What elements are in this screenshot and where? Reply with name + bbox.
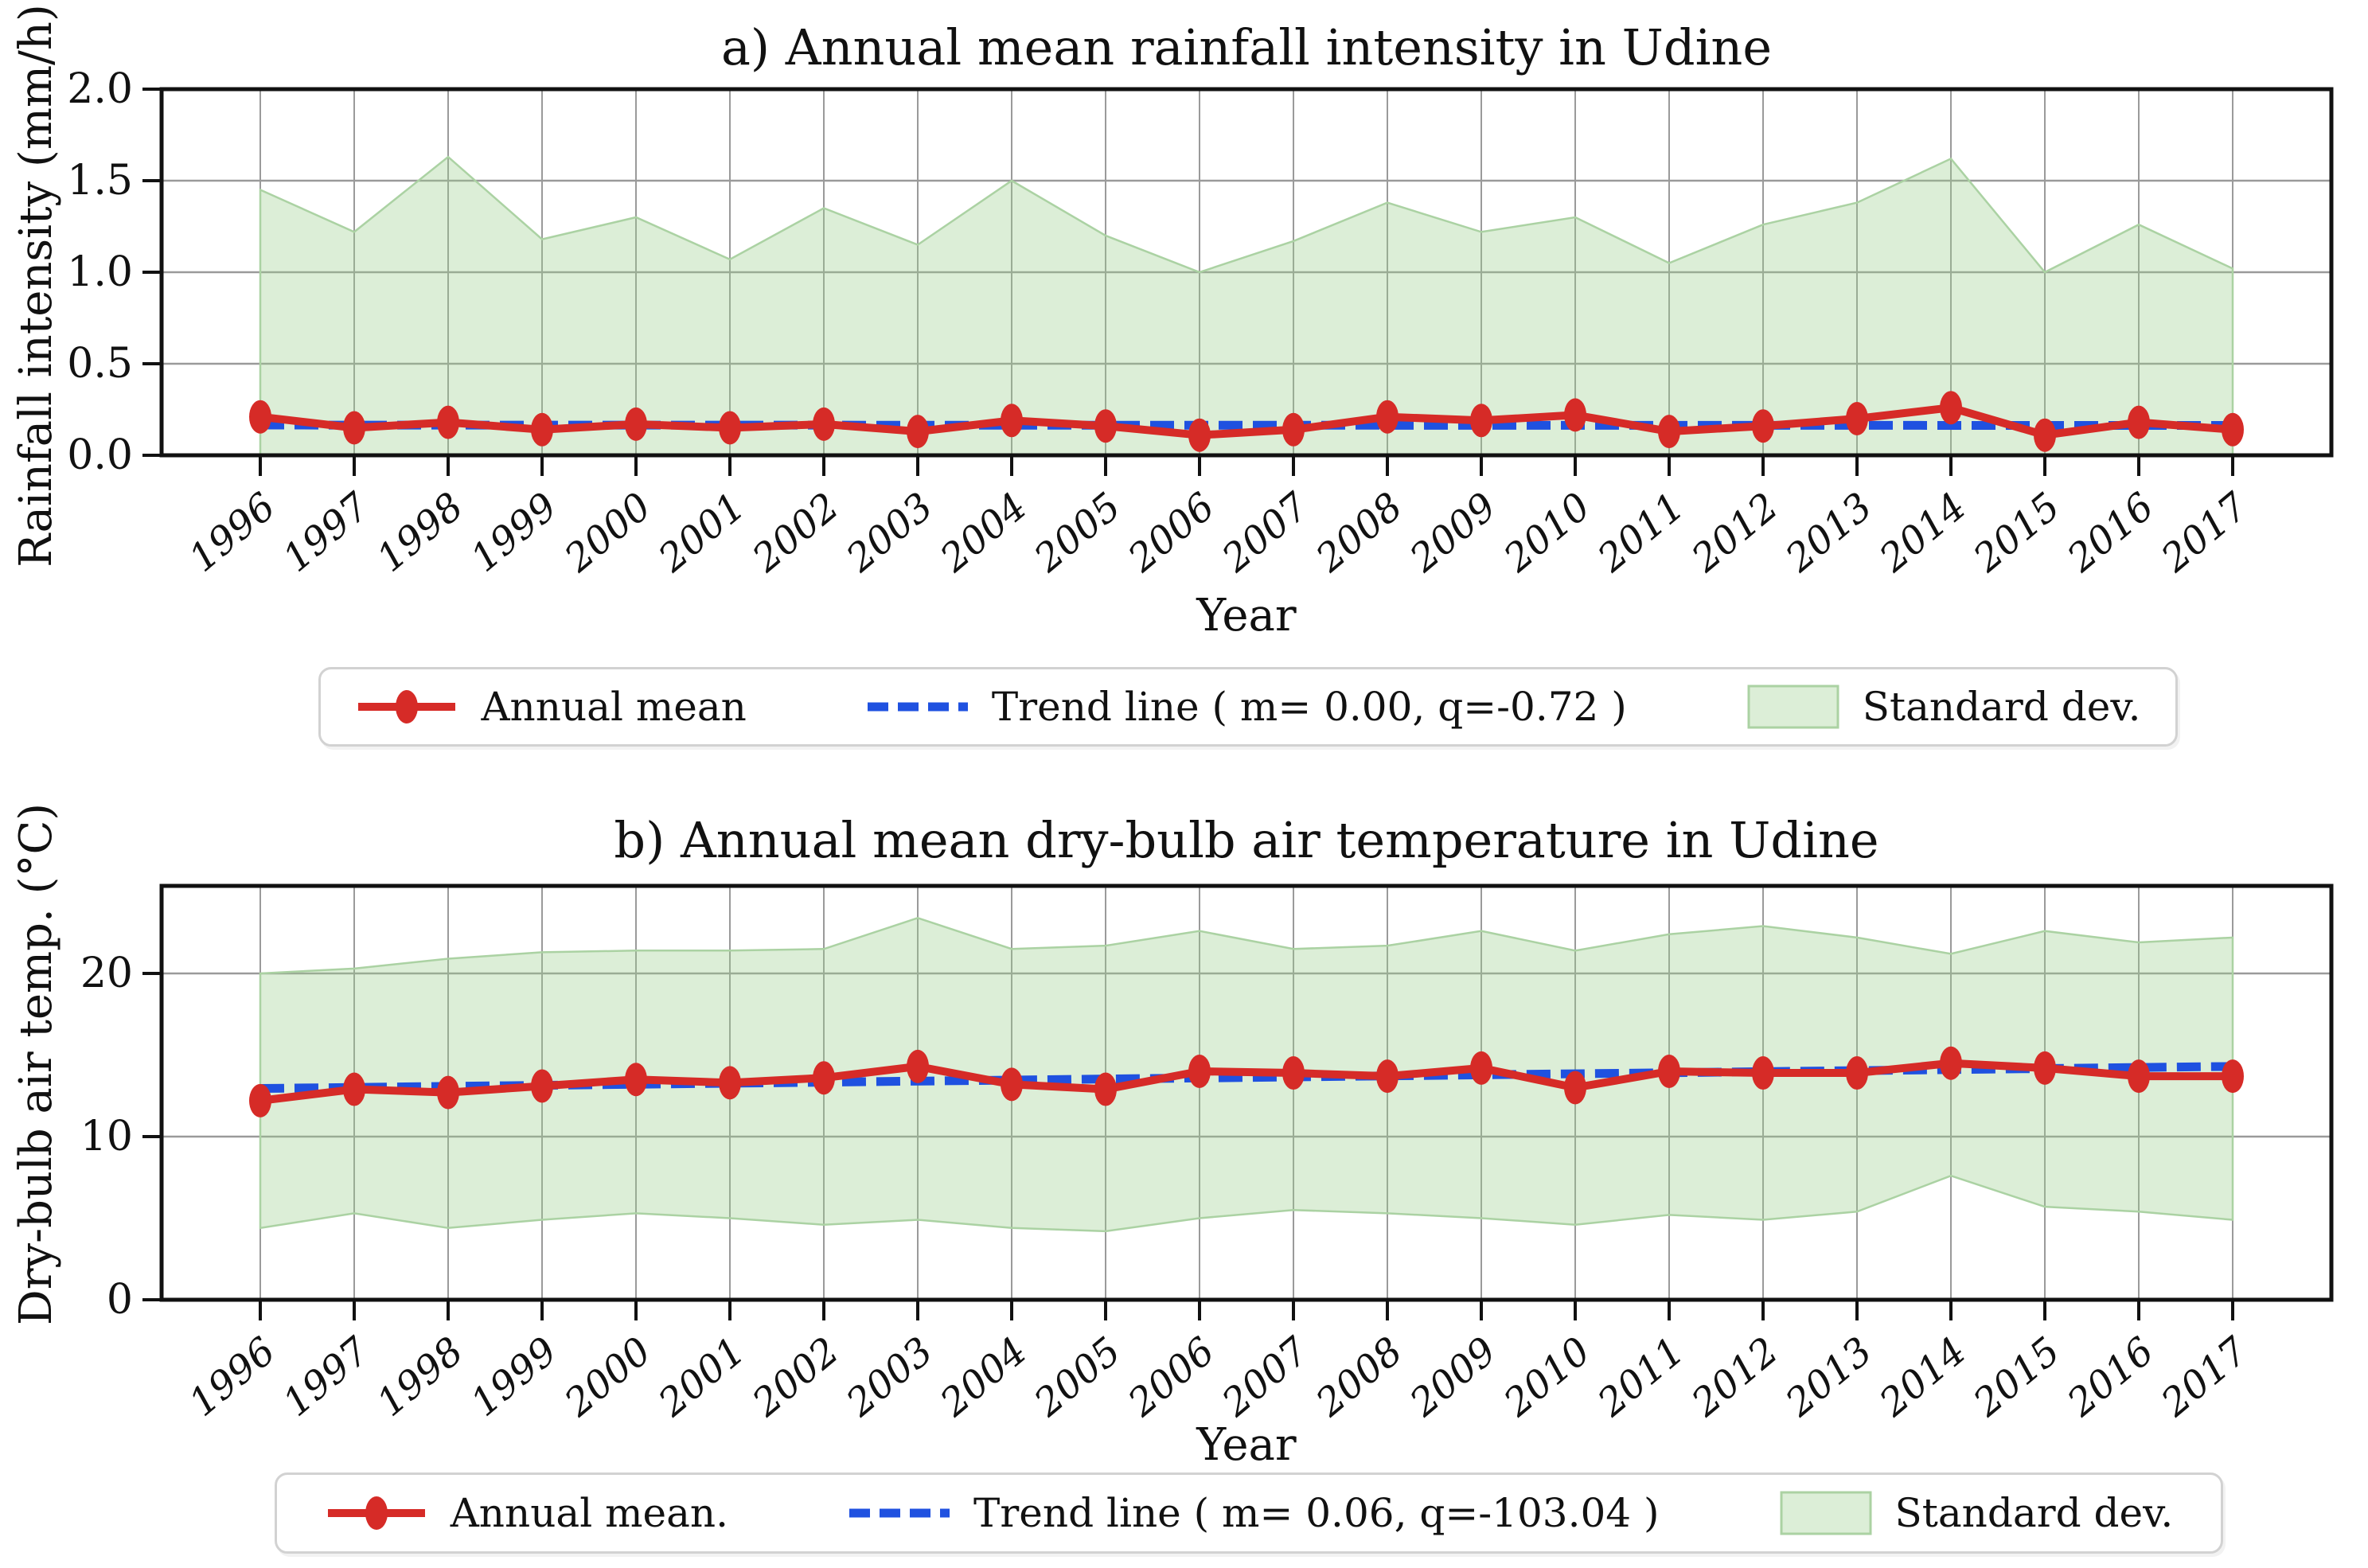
legend-item-trend: Trend line ( m= 0.06, q=-103.04 ): [848, 1490, 1660, 1536]
chart-b-xlabel: Year: [1196, 1419, 1297, 1471]
svg-text:2003: 2003: [837, 1328, 941, 1426]
legend-item-trend: Trend line ( m= 0.00, q=-0.72 ): [866, 684, 1627, 730]
svg-text:2001: 2001: [650, 1328, 753, 1426]
svg-text:2000: 2000: [556, 484, 659, 581]
legend-label-trend: Trend line ( m= 0.06, q=-103.04 ): [973, 1490, 1660, 1536]
svg-text:2013: 2013: [1777, 1328, 1880, 1426]
svg-text:1.5: 1.5: [67, 157, 133, 205]
svg-text:2012: 2012: [1683, 484, 1786, 581]
chart-b-legend: Annual mean. Trend line ( m= 0.06, q=-10…: [275, 1472, 2223, 1554]
legend-label-std: Standard dev.: [1894, 1490, 2174, 1536]
svg-text:2012: 2012: [1683, 1328, 1786, 1426]
annual-mean-line: [259, 1059, 2233, 1105]
chart-b-yticks: 0 10 20: [80, 950, 160, 1324]
trend-line-icon: [849, 1508, 950, 1518]
svg-text:1998: 1998: [369, 1328, 472, 1425]
svg-text:1996: 1996: [181, 1328, 284, 1425]
std-dev-swatch-icon: [1747, 685, 1839, 729]
svg-text:2011: 2011: [1589, 1328, 1692, 1426]
svg-text:2010: 2010: [1495, 1328, 1598, 1426]
svg-text:2016: 2016: [2058, 1328, 2162, 1426]
svg-text:0.5: 0.5: [67, 340, 133, 388]
chart-b-title: b) Annual mean dry-bulb air temperature …: [614, 811, 1879, 869]
svg-text:1999: 1999: [462, 484, 566, 580]
svg-text:2004: 2004: [931, 484, 1035, 581]
svg-text:2002: 2002: [743, 1328, 847, 1426]
plot-border: [159, 87, 2334, 458]
chart-b-plot: 1996199719981999200020012002200320042005…: [80, 883, 2334, 1426]
annual-mean-line: [259, 404, 2233, 439]
legend-item-annual-mean: Annual mean.: [325, 1490, 728, 1536]
annual-mean-markers: [249, 1046, 2244, 1117]
chart-a-ylabel: Rainfall intensity (mm/h): [10, 4, 62, 568]
svg-text:2015: 2015: [1964, 484, 2068, 581]
legend-label-annual-mean: Annual mean.: [450, 1490, 729, 1536]
svg-text:2002: 2002: [743, 484, 847, 581]
chart-b-xticks: 1996199719981999200020012002200320042005…: [181, 1301, 2257, 1426]
svg-text:2.0: 2.0: [67, 65, 133, 113]
svg-text:1999: 1999: [462, 1328, 566, 1425]
annual-mean-line-icon: [358, 690, 456, 724]
svg-text:2003: 2003: [837, 484, 941, 581]
svg-text:2005: 2005: [1025, 484, 1129, 581]
svg-text:2008: 2008: [1307, 484, 1410, 581]
svg-text:2011: 2011: [1589, 484, 1692, 581]
svg-text:2006: 2006: [1119, 1328, 1223, 1426]
svg-text:2017: 2017: [2152, 484, 2257, 581]
svg-text:2015: 2015: [1964, 1328, 2068, 1426]
svg-text:2000: 2000: [556, 1328, 659, 1426]
legend-label-std: Standard dev.: [1862, 684, 2141, 730]
svg-text:10: 10: [80, 1113, 133, 1160]
std-dev-swatch-icon: [1780, 1491, 1872, 1535]
svg-text:1996: 1996: [181, 484, 284, 580]
svg-text:2016: 2016: [2058, 484, 2162, 581]
legend-item-std: Standard dev.: [1746, 684, 2141, 730]
svg-text:1.0: 1.0: [67, 248, 133, 296]
chart-a-plot: 1996199719981999200020012002200320042005…: [67, 65, 2334, 581]
svg-text:2014: 2014: [1871, 1328, 1974, 1426]
svg-text:1997: 1997: [275, 1328, 378, 1426]
svg-text:0.0: 0.0: [67, 431, 133, 479]
chart-a-xticks: 1996199719981999200020012002200320042005…: [181, 457, 2257, 581]
svg-text:2010: 2010: [1495, 484, 1598, 581]
svg-text:2006: 2006: [1119, 484, 1223, 581]
legend-item-annual-mean: Annual mean: [355, 684, 747, 730]
svg-text:2001: 2001: [650, 484, 753, 581]
svg-text:0: 0: [107, 1276, 133, 1324]
svg-text:20: 20: [80, 950, 133, 997]
svg-text:1998: 1998: [369, 484, 472, 580]
svg-text:2004: 2004: [931, 1328, 1035, 1426]
svg-text:2007: 2007: [1213, 484, 1317, 581]
chart-a-title: a) Annual mean rainfall intensity in Udi…: [720, 18, 1773, 76]
legend-item-std: Standard dev.: [1779, 1490, 2174, 1536]
svg-text:2013: 2013: [1777, 484, 1880, 581]
svg-text:2014: 2014: [1871, 484, 1974, 581]
annual-mean-markers: [249, 391, 2244, 452]
chart-b-hgrid: [162, 972, 2331, 1138]
svg-text:2008: 2008: [1307, 1328, 1410, 1426]
annual-mean-line-icon: [327, 1496, 425, 1530]
chart-b-ylabel: Dry-bulb air temp. (°C): [10, 802, 62, 1326]
legend-label-trend: Trend line ( m= 0.00, q=-0.72 ): [991, 684, 1627, 730]
chart-a-xlabel: Year: [1196, 590, 1297, 642]
svg-text:2009: 2009: [1401, 484, 1504, 581]
svg-text:2009: 2009: [1401, 1328, 1504, 1426]
chart-a-legend: Annual mean Trend line ( m= 0.00, q=-0.7…: [318, 667, 2178, 747]
svg-text:1997: 1997: [275, 484, 378, 581]
legend-label-annual-mean: Annual mean: [481, 684, 747, 730]
svg-text:2005: 2005: [1025, 1328, 1129, 1426]
svg-text:2007: 2007: [1213, 1328, 1317, 1426]
trend-line-icon: [867, 702, 968, 712]
plot-border: [159, 883, 2334, 1302]
svg-text:2017: 2017: [2152, 1328, 2257, 1426]
chart-a-yticks: 0.0 0.5 1.0 1.5 2.0: [67, 65, 160, 479]
